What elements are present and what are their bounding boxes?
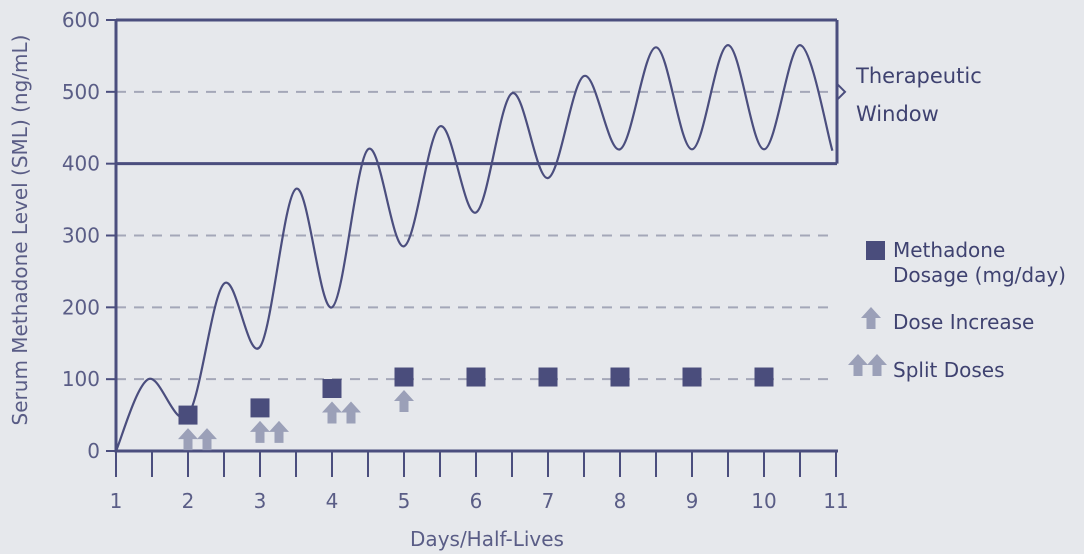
sml-line	[114, 44, 834, 452]
y-tick-label-0: 0	[87, 439, 100, 463]
y-tick-label-600: 600	[62, 8, 100, 32]
dose-arrows	[178, 390, 414, 451]
split-dose-arrow-icon	[197, 428, 217, 451]
y-tick-label-100: 100	[62, 367, 100, 391]
grid-lines	[116, 90, 836, 381]
x-tick-label-7: 7	[542, 489, 555, 513]
x-tick-label-9: 9	[686, 489, 699, 513]
dosage-marker	[394, 367, 414, 387]
x-axis-title: Days/Half-Lives	[410, 527, 564, 551]
dose-increase-arrow-icon	[394, 390, 414, 413]
dosage-marker	[250, 398, 270, 418]
x-tick-label-2: 2	[182, 489, 195, 513]
split-dose-arrow-icon	[341, 401, 361, 424]
y-ticks: 0 100 200 300 400 500 600	[62, 8, 116, 463]
therapeutic-window-label-line2: Window	[856, 102, 939, 126]
x-tick-label-5: 5	[398, 489, 411, 513]
y-tick-label-300: 300	[62, 224, 100, 248]
therapeutic-window-label-line1: Therapeutic	[855, 64, 982, 88]
split-dose-arrow-icon	[250, 420, 270, 443]
y-tick-label-400: 400	[62, 152, 100, 176]
x-tick-label-11: 11	[823, 489, 848, 513]
x-tick-label-6: 6	[470, 489, 483, 513]
y-axis-title: Serum Methadone Level (SML) (ng/mL)	[8, 35, 32, 426]
legend-dosage-line1: Methadone	[893, 238, 1005, 262]
window-brace-point	[836, 83, 847, 101]
legend: Methadone Dosage (mg/day) Dose Increase …	[848, 238, 1066, 382]
legend-dose-increase: Dose Increase	[893, 310, 1034, 334]
x-tick-label-3: 3	[254, 489, 267, 513]
dosage-marker	[538, 367, 558, 387]
x-ticks: 1 2 3 4 5 6 7 8 9 10 11	[110, 451, 849, 513]
dosage-marker	[466, 367, 486, 387]
x-tick-label-4: 4	[326, 489, 339, 513]
dosage-marker	[682, 367, 702, 387]
legend-split-doses: Split Doses	[893, 358, 1004, 382]
legend-arrow-icon	[861, 307, 881, 329]
dosage-marker	[610, 367, 630, 387]
split-dose-arrow-icon	[269, 420, 289, 443]
x-tick-label-8: 8	[614, 489, 627, 513]
dosage-marker	[754, 367, 774, 387]
x-tick-label-10: 10	[751, 489, 776, 513]
dosage-markers	[178, 367, 774, 425]
x-tick-label-1: 1	[110, 489, 123, 513]
legend-double-arrow-icon	[848, 354, 887, 376]
therapeutic-window	[116, 18, 847, 166]
legend-square-icon	[866, 241, 885, 260]
dosage-marker	[322, 379, 342, 399]
y-tick-label-500: 500	[62, 80, 100, 104]
dosage-marker	[178, 405, 198, 425]
split-dose-arrow-icon	[322, 401, 342, 424]
split-dose-arrow-icon	[178, 428, 198, 451]
legend-dosage-line2: Dosage (mg/day)	[893, 263, 1066, 287]
y-tick-label-200: 200	[62, 295, 100, 319]
sml-curve	[114, 44, 834, 452]
